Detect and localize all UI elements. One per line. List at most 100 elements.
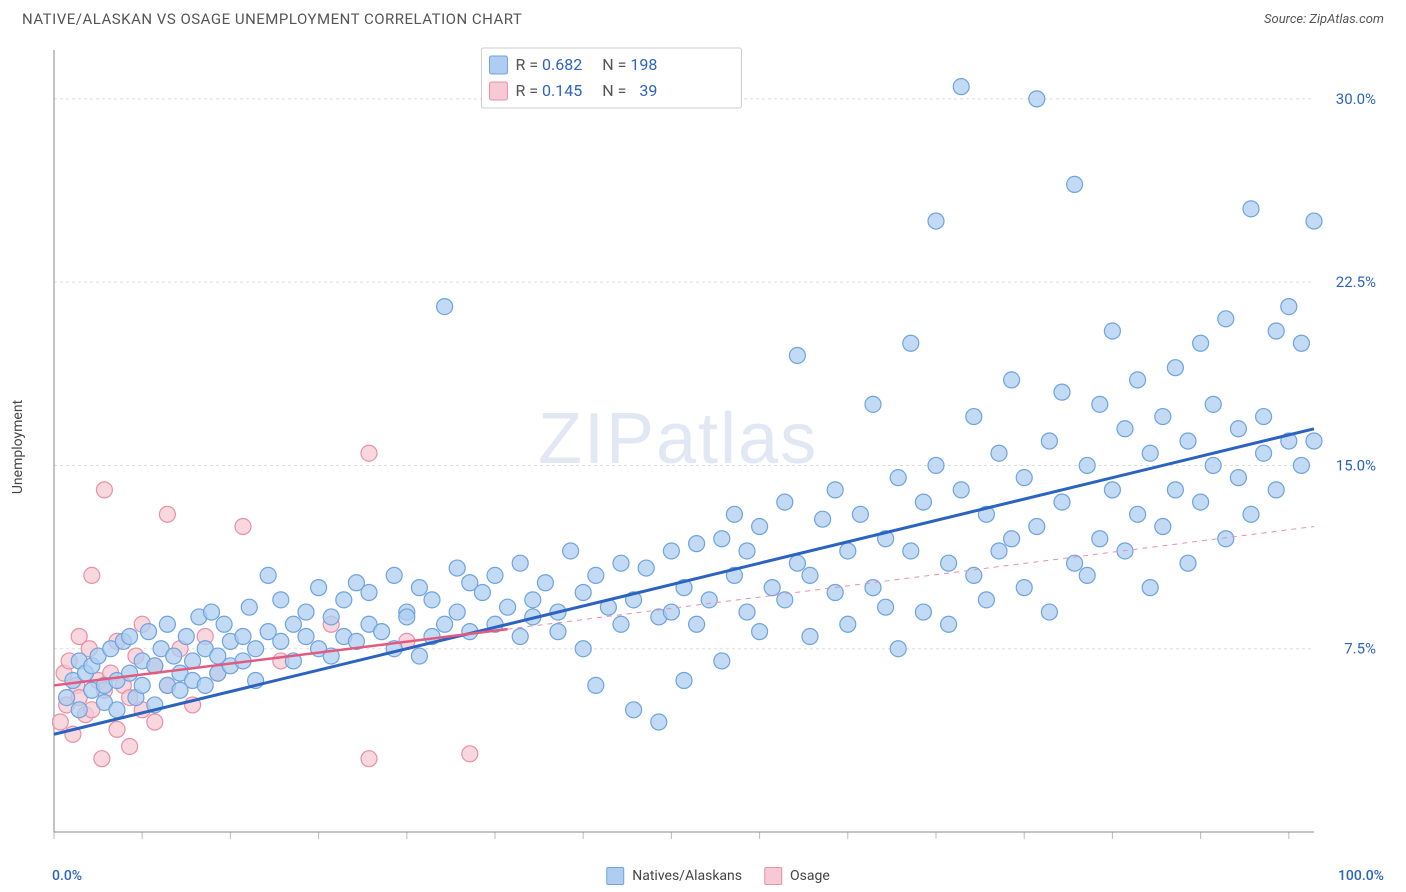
data-point [1293,457,1309,473]
data-point [204,604,220,620]
data-point [159,616,175,632]
watermark: ZIPatlas [538,399,818,479]
data-point [789,555,805,571]
footer: 0.0% Natives/AlaskansOsage 100.0% [52,868,1384,884]
y-tick-label: 7.5% [1344,640,1376,658]
data-point [1016,580,1032,596]
data-point [1130,506,1146,522]
data-point [890,641,906,657]
data-point [512,555,528,571]
data-point [777,494,793,510]
data-point [235,519,251,535]
data-point [903,543,919,559]
data-point [701,592,717,608]
data-point [59,690,75,706]
data-point [1092,531,1108,547]
data-point [197,677,213,693]
data-point [726,506,742,522]
data-point [978,592,994,608]
data-point [1306,433,1322,449]
data-point [563,543,579,559]
data-point [386,567,402,583]
data-point [1167,482,1183,498]
data-point [1142,580,1158,596]
data-point [1117,421,1133,437]
data-point [1054,494,1070,510]
data-point [1193,335,1209,351]
data-point [802,629,818,645]
legend-swatch [764,867,782,885]
data-point [739,543,755,559]
data-point [71,702,87,718]
data-point [52,714,68,730]
data-point [147,714,163,730]
data-point [953,482,969,498]
data-point [752,519,768,535]
data-point [537,575,553,591]
data-point [159,506,175,522]
stat-legend: R = 0.682N = 198R = 0.145N = 39 [481,48,741,108]
data-point [626,702,642,718]
scatter-plot: 7.5%15.0%22.5%30.0%ZIPatlasR = 0.682N = … [52,44,1384,850]
data-point [903,335,919,351]
data-point [1079,457,1095,473]
data-point [1205,396,1221,412]
data-point [323,609,339,625]
data-point [462,746,478,762]
data-point [966,409,982,425]
data-point [714,653,730,669]
data-point [1079,567,1095,583]
data-point [638,560,654,576]
data-point [122,629,138,645]
data-point [525,592,541,608]
data-point [1067,176,1083,192]
data-point [1306,213,1322,229]
data-point [1281,299,1297,315]
data-point [298,629,314,645]
data-point [96,482,112,498]
header: NATIVE/ALASKAN VS OSAGE UNEMPLOYMENT COR… [0,0,1406,34]
y-tick-label: 22.5% [1336,273,1376,291]
data-point [928,457,944,473]
source-label: Source: ZipAtlas.com [1264,12,1384,27]
data-point [399,609,415,625]
data-point [1218,311,1234,327]
data-point [1167,360,1183,376]
data-point [1180,433,1196,449]
data-point [1054,384,1070,400]
data-point [94,751,110,767]
data-point [84,567,100,583]
data-point [840,543,856,559]
data-point [613,616,629,632]
data-point [966,567,982,583]
legend-label: Osage [790,868,830,884]
data-point [1004,531,1020,547]
legend-swatch [606,867,624,885]
data-point [122,665,138,681]
data-point [285,616,301,632]
x-axis-end-label: 100.0% [1338,868,1384,884]
y-tick-label: 30.0% [1336,90,1376,108]
data-point [890,470,906,486]
data-point [311,580,327,596]
data-point [714,531,730,547]
data-point [651,714,667,730]
data-point [588,567,604,583]
data-point [1205,457,1221,473]
data-point [852,506,868,522]
data-point [1130,372,1146,388]
data-point [991,543,1007,559]
data-point [739,604,755,620]
data-point [1180,555,1196,571]
data-point [1142,445,1158,461]
data-point [588,677,604,693]
data-point [474,585,490,601]
data-point [141,624,157,640]
data-point [1193,494,1209,510]
data-point [166,648,182,664]
data-point [109,721,125,737]
data-point [1268,482,1284,498]
data-point [235,629,251,645]
data-point [1230,470,1246,486]
data-point [802,567,818,583]
